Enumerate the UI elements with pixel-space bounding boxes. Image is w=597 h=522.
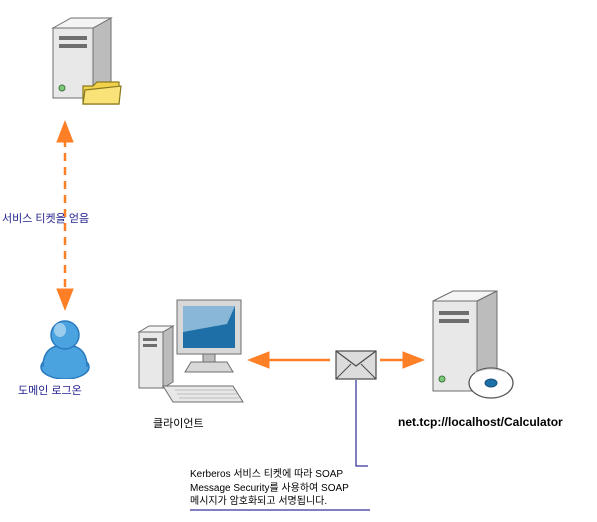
client-label: 클라이언트 [153, 415, 204, 431]
connectors [0, 0, 597, 522]
endpoint-label: net.tcp://localhost/Calculator [398, 415, 563, 429]
desc-line: Kerberos 서비스 티켓에 따라 SOAP [190, 468, 370, 482]
domain-logon-label: 도메인 로그온 [18, 382, 82, 398]
desc-line: 메시지가 암호화되고 서명됩니다. [190, 495, 370, 509]
desc-line: Message Security를 사용하여 SOAP [190, 482, 370, 496]
diagram-stage: 서비스 티켓을 얻음 도메인 로그온 클라이언트 net.tcp://local… [0, 0, 597, 522]
description-box: Kerberos 서비스 티켓에 따라 SOAP Message Securit… [190, 468, 370, 509]
ticket-label: 서비스 티켓을 얻음 [2, 210, 89, 226]
